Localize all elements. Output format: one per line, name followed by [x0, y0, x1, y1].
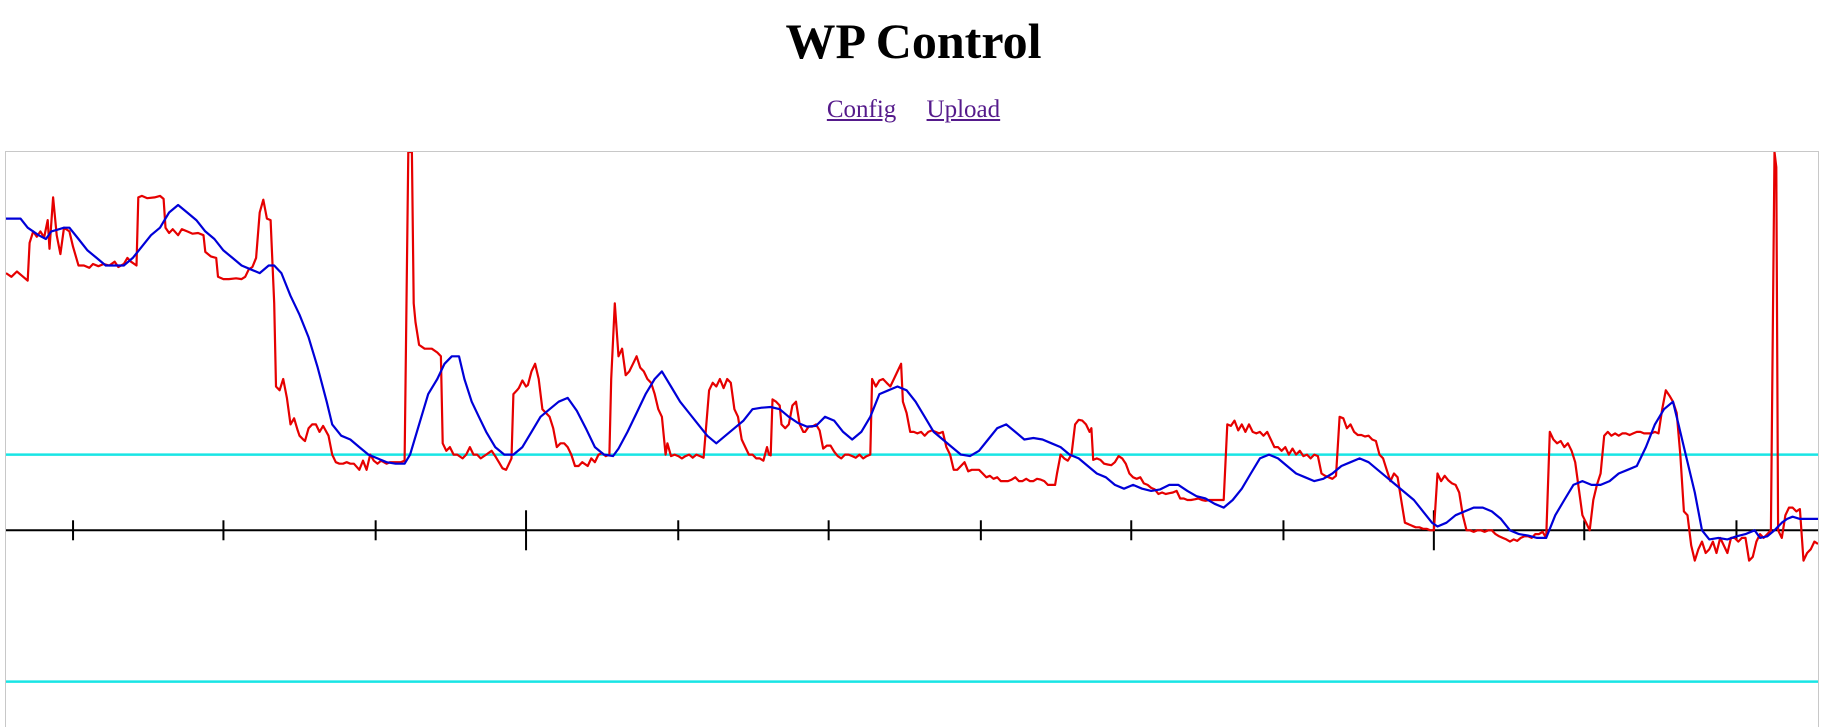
config-link[interactable]: Config — [826, 96, 897, 123]
series-lines — [6, 152, 1818, 562]
upload-link[interactable]: Upload — [926, 96, 1001, 123]
chart-panel — [5, 151, 1819, 727]
series-measured-line — [6, 152, 1818, 562]
reference-lines — [6, 453, 1818, 683]
page-title: WP Control — [785, 13, 1042, 69]
nav-bar: Config Upload — [0, 97, 1827, 122]
series-average-line — [6, 203, 1818, 541]
chart-plot — [6, 152, 1818, 683]
